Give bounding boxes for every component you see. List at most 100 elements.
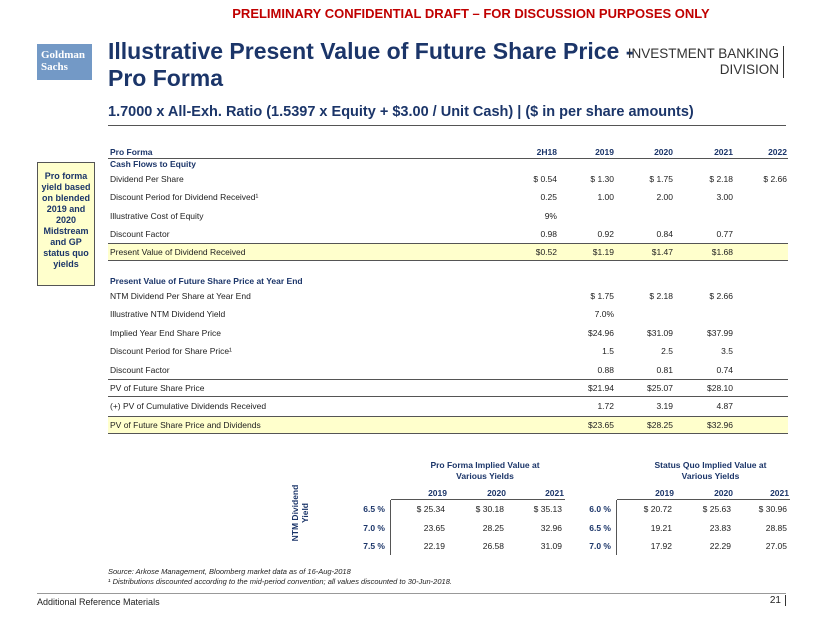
cell: $1.47	[651, 247, 673, 258]
sensitivity-year: 2020	[714, 488, 733, 498]
cell: 28.25	[482, 522, 504, 533]
cell: 4.87	[716, 401, 733, 412]
cell: 31.09	[540, 541, 562, 551]
cell: $0.52	[535, 247, 557, 258]
cell: 2.5	[661, 346, 673, 357]
cell: 9%	[544, 210, 557, 221]
yield-label: 6.5 %	[363, 504, 385, 514]
sensitivity-divider	[616, 500, 617, 555]
sensitivity-title: Various Yields	[456, 471, 514, 481]
sensitivity-year: 2019	[428, 488, 447, 498]
sensitivity-year: 2021	[770, 488, 789, 498]
section-title: Present Value of Future Share Price at Y…	[110, 276, 303, 286]
row-label: Discount Period for Dividend Received¹	[110, 192, 259, 203]
logo-line: Goldman	[41, 49, 86, 61]
cell: 0.77	[716, 228, 733, 239]
row-label: NTM Dividend Per Share at Year End	[110, 291, 251, 301]
table-header: 2019	[595, 147, 614, 157]
footer-rule	[37, 593, 786, 594]
page-number: 21	[770, 595, 786, 606]
footer-section: Additional Reference Materials	[37, 597, 160, 607]
cell: $25.07	[647, 383, 673, 393]
cell: $ 1.75	[649, 174, 673, 184]
division-line: INVESTMENT BANKING	[627, 46, 779, 61]
cell: 0.84	[656, 228, 673, 239]
cell: 3.5	[721, 346, 733, 357]
cell: 1.5	[602, 346, 614, 357]
yield-label: 6.5 %	[589, 522, 611, 533]
cell: $ 2.66	[709, 291, 733, 301]
yield-label: 7.5 %	[363, 541, 385, 551]
sensitivity-rule	[617, 499, 790, 500]
row-label: Discount Factor	[110, 364, 170, 375]
footnote: ¹ Distributions discounted according to …	[108, 577, 452, 586]
footnote: Source: Arkose Management, Bloomberg mar…	[108, 567, 351, 576]
cell: 27.05	[765, 541, 787, 551]
table-header: 2021	[714, 147, 733, 157]
banner: PRELIMINARY CONFIDENTIAL DRAFT – FOR DIS…	[232, 6, 710, 21]
cell: 26.58	[482, 541, 504, 551]
division: INVESTMENT BANKING DIVISION	[628, 46, 784, 78]
row-label: Discount Period for Share Price¹	[110, 346, 232, 357]
table-header: 2H18	[536, 147, 557, 157]
row-highlight	[108, 243, 788, 262]
cell: $23.65	[588, 419, 614, 430]
sidebar-note: Pro forma yield based on blended 2019 an…	[37, 162, 95, 286]
cell: 0.25	[540, 192, 557, 203]
row-label: Illustrative Cost of Equity	[110, 210, 204, 221]
cell: $ 2.18	[649, 291, 673, 301]
row-highlight	[108, 379, 788, 397]
title-line: Pro Forma	[108, 65, 224, 91]
section-title: Cash Flows to Equity	[110, 159, 196, 169]
cell: 0.92	[597, 228, 614, 239]
header-rule	[108, 158, 788, 159]
cell: 22.29	[709, 541, 731, 551]
sensitivity-title: Pro Forma Implied Value at	[430, 460, 540, 470]
cell: $ 35.13	[533, 504, 562, 514]
cell: $37.99	[707, 327, 733, 338]
sensitivity-year: 2021	[545, 488, 564, 498]
row-label: Discount Factor	[110, 228, 170, 239]
logo: Goldman Sachs	[37, 44, 92, 80]
cell: $1.68	[711, 247, 733, 258]
yield-label: 7.0 %	[589, 541, 611, 551]
cell: 28.85	[765, 522, 787, 533]
sensitivity-year: 2020	[487, 488, 506, 498]
rule	[108, 125, 786, 126]
row-label: PV of Future Share Price and Dividends	[110, 419, 261, 430]
sensitivity-year: 2019	[655, 488, 674, 498]
cell: $32.96	[707, 419, 733, 430]
cell: $ 1.30	[590, 174, 614, 184]
row-label: (+) PV of Cumulative Dividends Received	[110, 401, 267, 412]
row-label: Illustrative NTM Dividend Yield	[110, 309, 226, 320]
cell: 23.83	[709, 522, 731, 533]
row-label: Present Value of Dividend Received	[110, 247, 246, 258]
title: Illustrative Present Value of Future Sha…	[108, 38, 633, 92]
cell: 1.72	[597, 401, 614, 412]
cell: 17.92	[650, 541, 672, 551]
sensitivity-title: Various Yields	[681, 471, 740, 481]
cell: $ 1.75	[590, 291, 614, 301]
cell: $21.94	[588, 383, 614, 393]
cell: 2.00	[656, 192, 673, 203]
cell: 19.21	[650, 522, 672, 533]
logo-line: Sachs	[41, 61, 68, 73]
cell: 23.65	[423, 522, 445, 533]
cell: $24.96	[588, 327, 614, 338]
cell: $ 2.18	[709, 174, 733, 184]
cell: $ 30.96	[758, 504, 787, 514]
cell: $31.09	[647, 327, 673, 338]
cell: $1.19	[592, 247, 614, 258]
cell: 22.19	[423, 541, 445, 551]
sensitivity-axis-label: NTM Dividend Yield	[290, 484, 310, 542]
cell: $ 20.72	[643, 504, 672, 514]
cell: 3.19	[656, 401, 673, 412]
sensitivity-title: Status Quo Implied Value at	[654, 460, 767, 470]
row-highlight	[108, 415, 788, 434]
title-line: Illustrative Present Value of Future Sha…	[108, 38, 634, 64]
cell: $28.25	[647, 419, 673, 430]
cell: 1.00	[597, 192, 614, 203]
cell: 32.96	[540, 522, 562, 533]
row-label: Implied Year End Share Price	[110, 327, 222, 338]
